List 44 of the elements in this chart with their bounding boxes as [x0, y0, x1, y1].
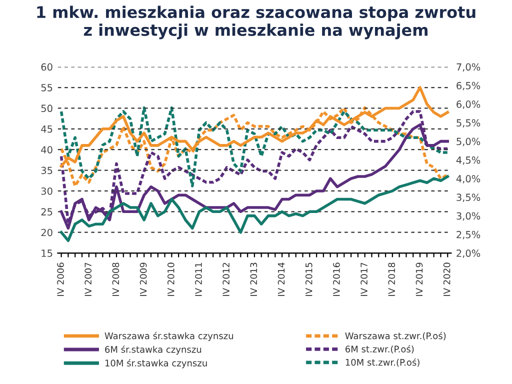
x-tick-label: IV 2017: [360, 262, 368, 296]
x-tick-label: IV 2011: [195, 262, 202, 296]
y2-tick-label: 7,0%: [456, 63, 480, 72]
y-tick-label: 55: [41, 84, 52, 92]
y2-tick-label: 5,0%: [456, 138, 480, 146]
y-tick-label: 20: [41, 228, 52, 236]
legend-label: 10M st.zwr.(P.oś): [346, 358, 420, 367]
x-tick-label: IV 2007: [84, 262, 92, 296]
y-tick-label: 25: [41, 208, 52, 216]
y2-tick-label: 2,0%: [456, 250, 480, 258]
legend-label: 6M śr.stawka czynszu: [105, 345, 202, 355]
legend-label: Warszawa st.zwr.(P.oś): [345, 332, 446, 340]
x-tick-label: IV 2008: [112, 262, 120, 296]
x-tick-label: IV 2013: [250, 262, 258, 296]
y2-tick-label: 5,5%: [456, 119, 480, 128]
y-tick-label: 30: [41, 187, 52, 195]
y2-tick-label: 2,5%: [456, 230, 480, 240]
y2-tick-label: 3,0%: [456, 212, 480, 221]
legend-label: 10M śr.stawka czynszu: [105, 359, 207, 368]
y2-tick-label: 4,5%: [456, 156, 480, 165]
x-tick-label: IV 2015: [305, 262, 312, 296]
x-tick-label: IV 2009: [140, 262, 147, 296]
x-tick-label: IV 2012: [222, 262, 230, 296]
x-tick-label: IV 2006: [57, 262, 64, 296]
y-tick-label: 50: [41, 104, 52, 112]
line-series: [60, 175, 450, 242]
chart-title: 1 mkw. mieszkania oraz szacowana stopa zwrotu z inwestycji w mieszkanie na wynajem: [37, 6, 476, 40]
y-tick-label: 35: [41, 166, 52, 174]
x-tick-label: IV 2010: [167, 262, 174, 296]
legend-label: 6M st.zwr.(P.oś): [345, 345, 414, 354]
x-tick-label: IV 2016: [333, 262, 340, 296]
y2-tick-label: 6,0%: [456, 100, 480, 109]
x-tick-label: IV 2018: [388, 262, 396, 296]
legend-label: Warszawa śr.stawka czynszu: [104, 332, 234, 341]
y-tick-label: 15: [42, 250, 52, 257]
y2-tick-label: 3,5%: [456, 194, 480, 202]
y2-tick-label: 4,0%: [456, 175, 480, 184]
y-tick-label: 40: [41, 146, 52, 154]
x-tick-label: IV 2020: [443, 262, 450, 296]
y-tick-label: 60: [41, 63, 52, 71]
x-tick-label: IV 2014: [278, 262, 285, 296]
y2-tick-label: 6,5%: [456, 82, 480, 90]
y-tick-label: 45: [41, 126, 52, 133]
x-tick-label: IV 2019: [416, 262, 423, 296]
